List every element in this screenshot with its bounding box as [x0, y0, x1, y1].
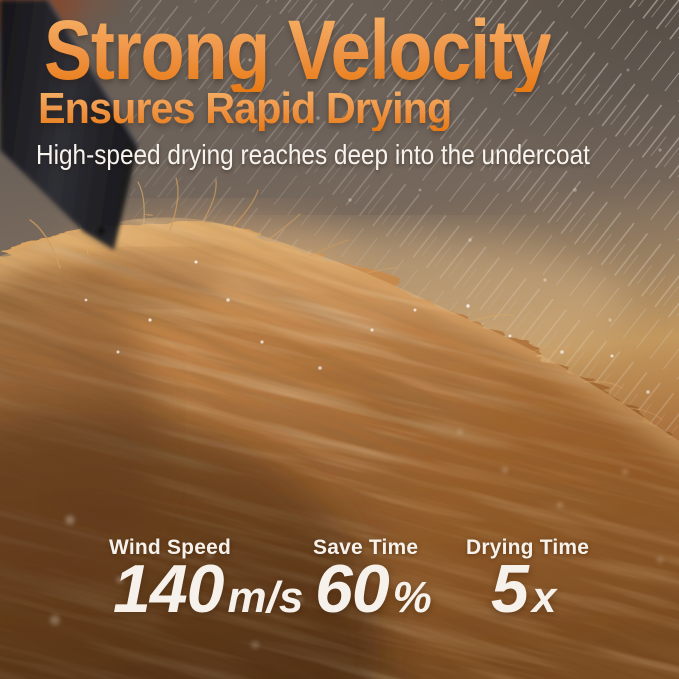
air-cone: [96, 236, 420, 336]
stat-value: 140m/s: [113, 551, 304, 627]
water-droplets: [50, 260, 663, 649]
stat-label: Save Time: [313, 536, 419, 559]
stat-unit: m/s: [227, 573, 304, 622]
tagline: High-speed drying reaches deep into the …: [36, 139, 590, 170]
stat-label: Wind Speed: [109, 536, 231, 559]
stat-wind-speed: Wind Speed 140m/s: [109, 537, 303, 623]
stat-drying-time: Drying Time 5x: [466, 537, 589, 623]
page-subtitle: Ensures Rapid Drying: [38, 84, 452, 133]
stat-value: 60%: [315, 551, 432, 627]
stat-label: Drying Time: [466, 536, 590, 559]
stat-save-time: Save Time 60%: [313, 537, 432, 623]
stat-value: 5x: [491, 551, 557, 627]
dryer-nozzle: [0, 0, 140, 250]
stat-unit: %: [392, 573, 432, 622]
stat-unit: x: [531, 573, 557, 622]
page-title: Strong Velocity: [44, 3, 552, 97]
